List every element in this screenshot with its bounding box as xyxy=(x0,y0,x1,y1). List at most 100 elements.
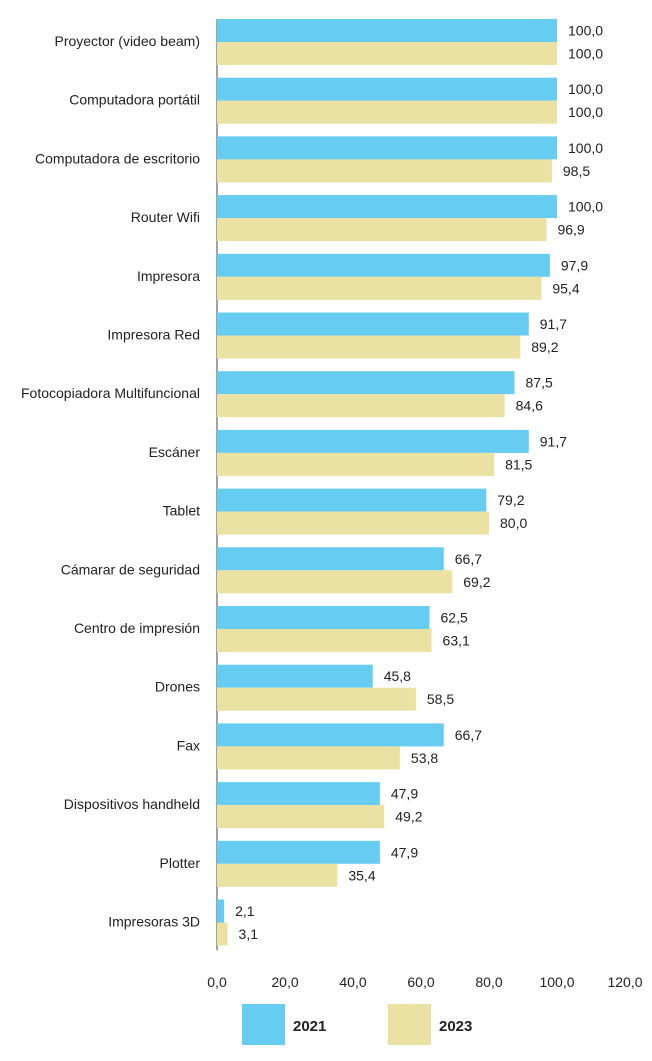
category-group: Impresoras 3D 2,1 3,1 xyxy=(108,899,259,946)
category-label: Centro de impresión xyxy=(74,620,200,636)
x-tick-label: 20,0 xyxy=(271,974,298,990)
category-label: Escáner xyxy=(149,444,201,460)
bar-2021 xyxy=(217,606,430,629)
data-label-2021: 97,9 xyxy=(561,257,588,273)
bar-2021 xyxy=(217,195,557,219)
data-label-2021: 47,9 xyxy=(391,844,418,860)
bar-2023 xyxy=(217,746,400,770)
category-group: Router Wifi 100,0 96,9 xyxy=(131,195,603,242)
legend-swatch-2023 xyxy=(388,1004,431,1045)
data-label-2021: 100,0 xyxy=(568,199,603,215)
category-label: Computadora de escritorio xyxy=(35,150,200,166)
data-label-2021: 62,5 xyxy=(441,610,468,626)
bar-2021 xyxy=(217,77,557,101)
data-label-2023: 49,2 xyxy=(395,809,422,825)
category-label: Impresoras 3D xyxy=(108,914,200,930)
data-label-2021: 2,1 xyxy=(235,903,255,919)
bar-2023 xyxy=(217,335,521,359)
data-label-2023: 69,2 xyxy=(463,574,490,590)
data-label-2023: 81,5 xyxy=(505,456,532,472)
category-group: Computadora portátil 100,0 100,0 xyxy=(69,77,603,124)
x-tick-label: 0,0 xyxy=(207,974,227,990)
category-group: Impresora 97,9 95,4 xyxy=(137,253,588,300)
data-label-2021: 100,0 xyxy=(568,140,603,156)
x-tick-label: 100,0 xyxy=(539,974,574,990)
bar-2023 xyxy=(217,570,453,594)
data-label-2021: 87,5 xyxy=(526,375,553,391)
data-label-2021: 100,0 xyxy=(568,23,603,39)
bar-2021 xyxy=(217,782,380,806)
bar-2021 xyxy=(217,312,529,336)
category-label: Plotter xyxy=(160,855,201,871)
data-label-2021: 45,8 xyxy=(384,668,411,684)
category-group: Escáner 91,7 81,5 xyxy=(149,429,567,476)
data-label-2023: 89,2 xyxy=(531,339,558,355)
legend-label-2021: 2021 xyxy=(293,1018,326,1035)
category-label: Dispositivos handheld xyxy=(64,796,200,812)
data-label-2023: 3,1 xyxy=(239,926,259,942)
category-group: Fax 66,7 53,8 xyxy=(177,723,482,770)
data-label-2021: 100,0 xyxy=(568,81,603,97)
x-tick-label: 60,0 xyxy=(407,974,434,990)
category-label: Router Wifi xyxy=(131,209,200,225)
bar-2023 xyxy=(217,42,557,65)
category-label: Impresora Red xyxy=(107,327,200,343)
data-label-2023: 53,8 xyxy=(411,750,438,766)
category-label: Fotocopiadora Multifuncional xyxy=(21,385,200,401)
data-label-2023: 100,0 xyxy=(568,46,603,62)
data-label-2021: 91,7 xyxy=(540,433,567,449)
bar-2023 xyxy=(217,452,495,476)
data-label-2023: 35,4 xyxy=(348,867,375,883)
data-label-2023: 58,5 xyxy=(427,691,454,707)
category-group: Tablet 79,2 80,0 xyxy=(163,488,527,535)
legend-swatch-2021 xyxy=(242,1004,285,1045)
bar-2023 xyxy=(217,100,557,124)
bar-2021 xyxy=(217,136,557,160)
bar-2023 xyxy=(217,159,552,183)
category-group: Computadora de escritorio 100,0 98,5 xyxy=(35,136,603,183)
category-label: Fax xyxy=(177,737,200,753)
category-group: Dispositivos handheld 47,9 49,2 xyxy=(64,782,423,829)
bar-2023 xyxy=(217,863,338,887)
bar-2021 xyxy=(217,840,380,864)
data-label-2023: 95,4 xyxy=(552,280,579,296)
legend-label-2023: 2023 xyxy=(439,1018,472,1035)
data-label-2023: 100,0 xyxy=(568,104,603,120)
bar-2023 xyxy=(217,805,385,829)
x-tick-label: 40,0 xyxy=(339,974,366,990)
x-tick-label: 80,0 xyxy=(475,974,502,990)
data-label-2023: 84,6 xyxy=(516,398,543,414)
bar-2023 xyxy=(217,629,432,652)
category-label: Drones xyxy=(155,679,200,695)
data-label-2023: 63,1 xyxy=(443,633,470,649)
data-label-2021: 66,7 xyxy=(455,727,482,743)
bar-2021 xyxy=(217,664,373,688)
bar-2023 xyxy=(217,511,489,535)
bar-2021 xyxy=(217,899,225,923)
data-label-2021: 47,9 xyxy=(391,786,418,802)
category-group: Proyector (video beam) 100,0 100,0 xyxy=(54,19,603,65)
bar-2023 xyxy=(217,922,228,946)
category-group: Centro de impresión 62,5 63,1 xyxy=(74,606,470,652)
category-label: Impresora xyxy=(137,268,200,284)
x-tick-label: 120,0 xyxy=(607,974,642,990)
category-group: Drones 45,8 58,5 xyxy=(155,664,454,711)
data-label-2021: 79,2 xyxy=(497,492,524,508)
bar-2021 xyxy=(217,253,550,277)
category-label: Computadora portátil xyxy=(69,92,200,108)
bar-2023 xyxy=(217,687,416,711)
category-label: Proyector (video beam) xyxy=(54,33,200,49)
bar-2023 xyxy=(217,218,547,242)
category-group: Cámarar de seguridad 66,7 69,2 xyxy=(61,547,491,594)
data-label-2023: 96,9 xyxy=(557,222,584,238)
category-label: Cámarar de seguridad xyxy=(61,561,200,577)
bar-2021 xyxy=(217,19,557,42)
bar-2023 xyxy=(217,276,542,300)
category-group: Impresora Red 91,7 89,2 xyxy=(107,312,567,359)
category-group: Fotocopiadora Multifuncional 87,5 84,6 xyxy=(21,371,553,418)
category-group: Plotter 47,9 35,4 xyxy=(160,840,418,887)
data-label-2021: 66,7 xyxy=(455,551,482,567)
bar-2021 xyxy=(217,371,515,395)
